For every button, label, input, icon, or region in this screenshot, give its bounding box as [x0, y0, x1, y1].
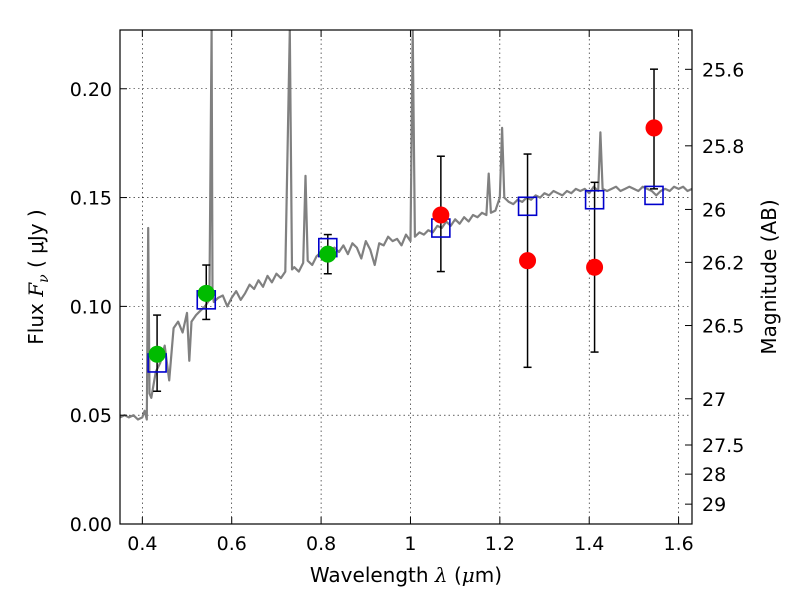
observed-point-nir: [586, 258, 604, 276]
data-markers: [147, 119, 664, 373]
x-tick-label: 0.4: [127, 533, 157, 555]
observed-point-optical: [148, 345, 166, 363]
x-tick-label: 1.6: [663, 533, 693, 555]
x-tick-label: 0.6: [217, 533, 247, 555]
y2-tick-label: 27.5: [702, 435, 744, 457]
y2-tick-label: 26: [702, 199, 726, 221]
axis-ticks: 0.4 0.6 0.8 1 1.2 1.4 1.6 0.00 0.05 0.10 0.15 0.20 2…: [70, 30, 744, 555]
y-tick-label: 0.00: [70, 514, 112, 536]
error-bars: [153, 68, 659, 393]
y2-tick-label: 28: [702, 464, 726, 486]
model-photometry-square: [644, 185, 664, 206]
y2-tick-label: 26.5: [702, 316, 744, 338]
x-tick-label: 0.8: [306, 533, 336, 555]
y2-axis-title: Magnitude (AB): [757, 199, 781, 354]
y-tick-label: 0.10: [70, 296, 112, 318]
model-photometry-square: [517, 196, 538, 217]
y-tick-label: 0.20: [70, 79, 112, 101]
y-axis-title: Flux Fν ( μJy ): [24, 209, 52, 344]
y2-tick-label: 25.6: [702, 59, 744, 81]
observed-point-optical: [197, 284, 215, 302]
y-tick-label: 0.05: [70, 405, 112, 427]
y2-tick-label: 27: [702, 389, 726, 411]
observed-point-nir: [432, 206, 450, 224]
x-tick-label: 1.4: [574, 533, 604, 555]
x-tick-label: 1: [404, 533, 416, 555]
observed-point-nir: [645, 119, 663, 137]
observed-point-optical: [319, 245, 337, 263]
y2-tick-label: 25.8: [702, 136, 744, 158]
spectrum-path: [120, 30, 692, 421]
plot-frame: [119, 29, 693, 525]
model-photometry-square: [584, 189, 605, 210]
model-spectrum-line: [120, 30, 692, 421]
x-axis-title: Wavelength λ (μm): [310, 563, 502, 587]
x-tick-label: 1.2: [485, 533, 515, 555]
observed-point-nir: [519, 252, 537, 270]
y2-tick-label: 26.2: [702, 252, 744, 274]
y-tick-label: 0.15: [70, 188, 112, 210]
y2-tick-label: 29: [702, 494, 726, 516]
